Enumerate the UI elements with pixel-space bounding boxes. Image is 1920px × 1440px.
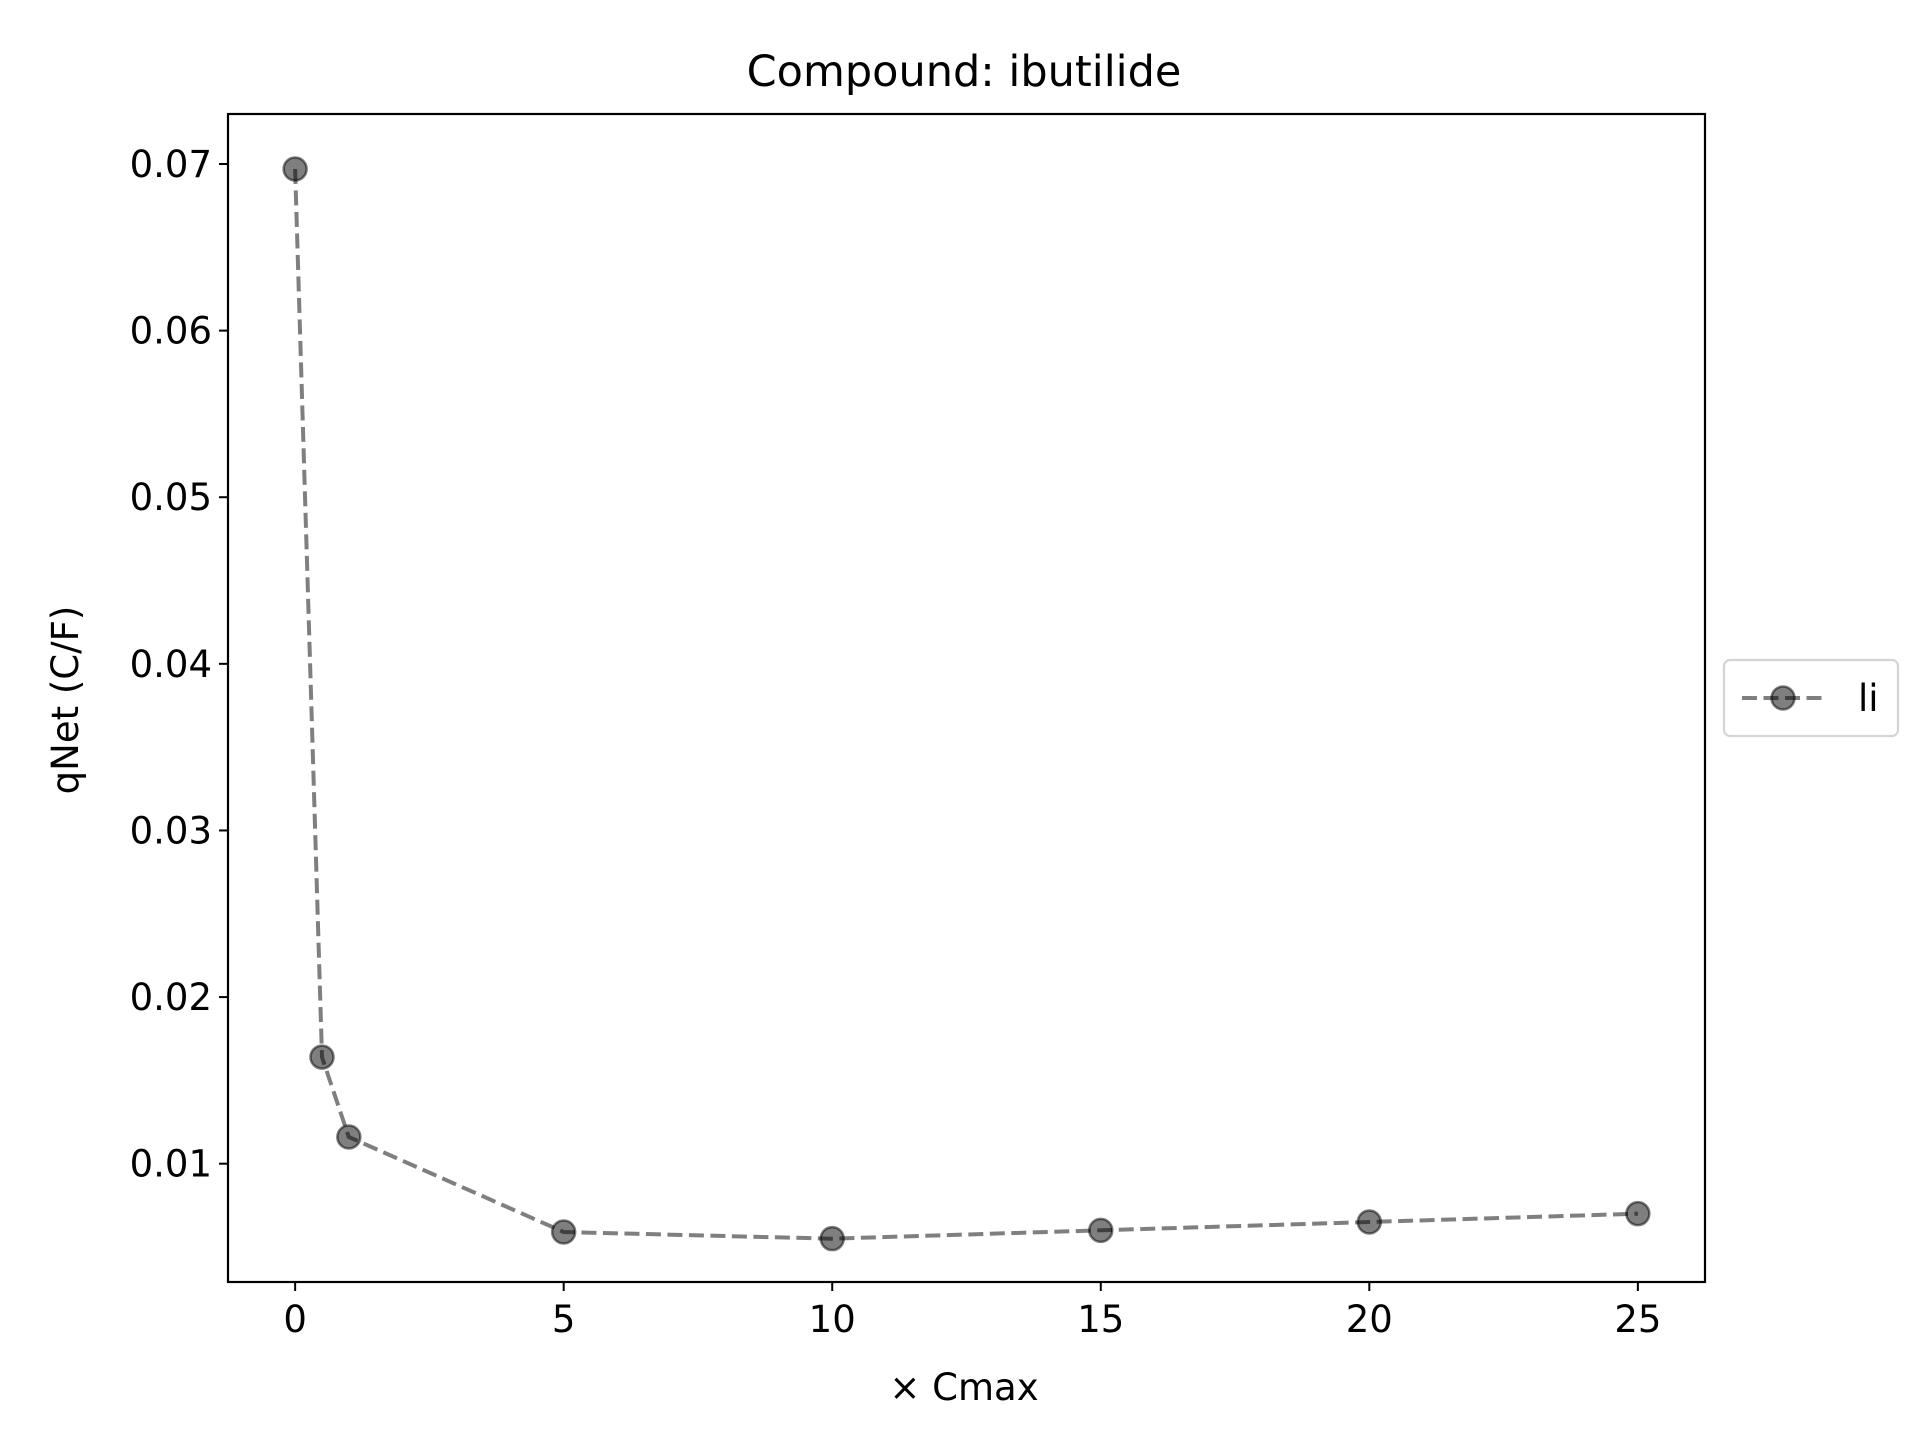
data-point xyxy=(282,156,308,182)
data-point xyxy=(1088,1217,1114,1244)
y-tick-label: 0.06 xyxy=(130,310,212,353)
x-tick-label: 10 xyxy=(809,1298,856,1341)
data-point xyxy=(819,1225,845,1252)
x-axis-ticks: 0 5 10 15 20 25 xyxy=(283,1282,1661,1341)
y-axis-label: qNet (C/F) xyxy=(44,606,87,795)
y-axis-ticks: 0.01 0.02 0.03 0.04 0.05 0.06 0.07 xyxy=(130,143,228,1186)
x-tick-label: 25 xyxy=(1614,1298,1661,1341)
plot-area xyxy=(226,112,1707,1284)
plot-frame xyxy=(226,112,1707,1284)
x-tick-label: 5 xyxy=(552,1298,576,1341)
data-point xyxy=(1625,1200,1651,1227)
x-tick-label: 0 xyxy=(283,1298,307,1341)
x-axis-label: × Cmax xyxy=(889,1366,1038,1409)
legend: li xyxy=(1722,658,1900,738)
legend-label: li xyxy=(1858,677,1879,720)
y-tick-label: 0.02 xyxy=(130,976,212,1019)
y-tick-label: 0.04 xyxy=(130,643,212,686)
data-point xyxy=(309,1044,335,1070)
x-tick-label: 20 xyxy=(1346,1298,1393,1341)
x-tick-label: 15 xyxy=(1077,1298,1124,1341)
data-point xyxy=(550,1219,577,1245)
y-tick-label: 0.01 xyxy=(130,1143,212,1186)
legend-marker-sample xyxy=(1770,685,1796,711)
chart-title: Compound: ibutilide xyxy=(747,47,1182,97)
y-tick-label: 0.03 xyxy=(130,809,212,852)
data-point xyxy=(336,1124,362,1150)
y-tick-label: 0.05 xyxy=(130,476,212,519)
data-point xyxy=(1356,1209,1383,1235)
series-line-li xyxy=(293,168,1638,1241)
y-tick-label: 0.07 xyxy=(130,143,212,186)
